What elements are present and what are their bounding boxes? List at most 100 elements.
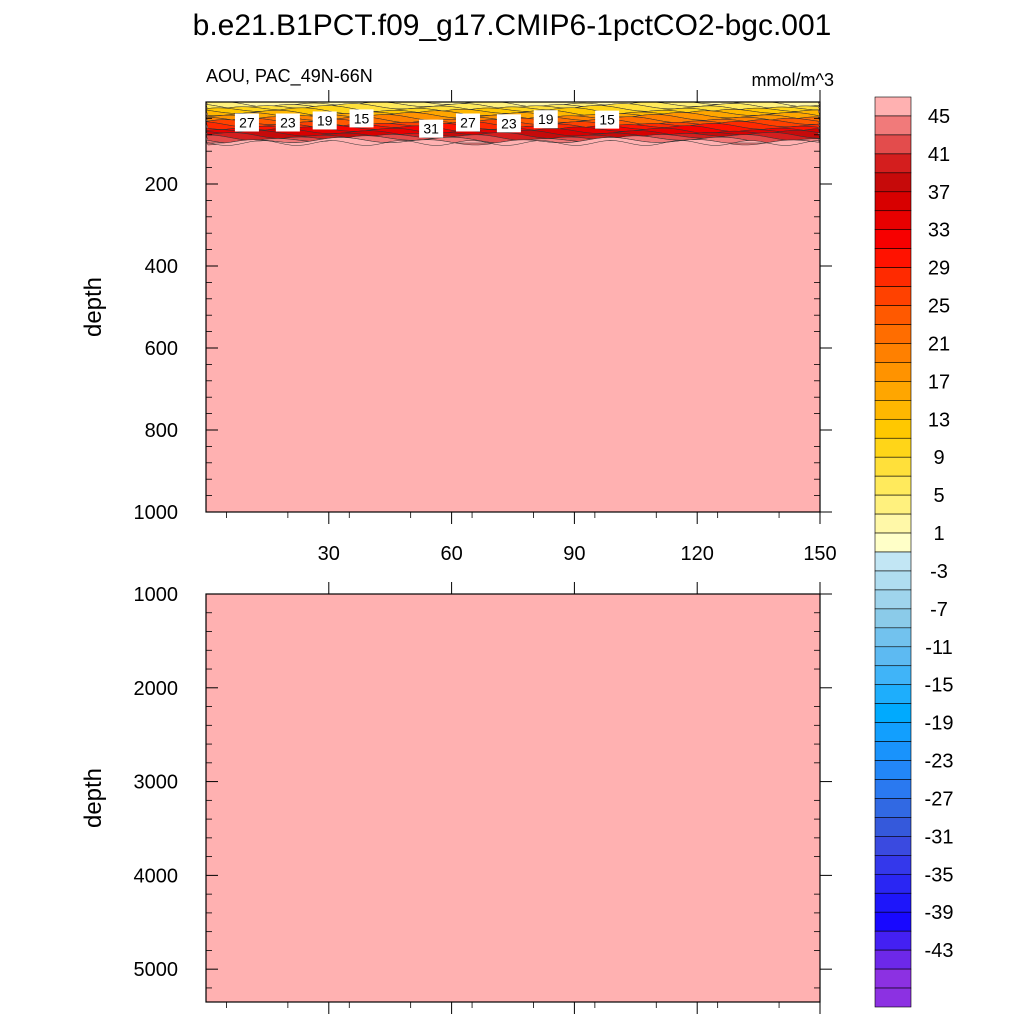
contour-label-box [496,114,521,133]
lower-y-tick-label: 3000 [134,772,179,794]
contour-label-box [533,110,558,129]
colorbar-swatch [874,608,912,629]
upper-x-tick-label: 30 [318,543,340,565]
colorbar-label: -23 [925,751,954,773]
colorbar-swatch [874,229,912,249]
colorbar-swatch [874,381,912,401]
contour-label-text: 19 [538,111,554,127]
colorbar-swatch [874,362,912,382]
colorbar-swatch [874,324,912,344]
colorbar-swatch [874,798,912,818]
colorbar-label: -27 [925,788,954,810]
upper-y-tick-label: 200 [145,174,178,196]
colorbar-swatch [874,96,912,117]
colorbar-label: 17 [928,371,950,393]
lower-y-axis: 1000 2000 3000 4000 5000 [134,584,832,989]
colorbar-label: 5 [933,485,944,507]
colorbar-swatch [874,286,912,306]
colorbar-label: -43 [925,940,954,962]
contour-label-box [349,109,374,128]
upper-y-tick-label: 1000 [134,502,179,524]
colorbar-swatch [874,873,912,894]
upper-x-tick-label: 120 [681,543,714,565]
upper-x-tick-label: 90 [563,543,585,565]
upper-x-tick-label: 150 [803,543,836,565]
colorbar-swatch [874,437,912,458]
colorbar-swatch [874,191,912,212]
upper-panel: AOU, PAC_49N-66N mmol/m^3 27 23 19 15 31 27 23… [80,66,837,565]
colorbar-swatch [874,855,912,875]
colorbar-label: 13 [928,409,950,431]
upper-y-axis-label: depth [80,277,107,337]
contour-label: 31 [419,119,444,138]
lower-y-tick-label: 4000 [134,865,179,887]
colorbar-swatch [874,134,912,155]
contour-label-text: 23 [501,115,517,131]
colorbar-swatch [874,570,912,591]
contour-label-box [275,113,300,132]
upper-panel-units: mmol/m^3 [752,70,834,90]
colorbar-swatch [874,551,912,572]
colorbar-swatch [874,665,912,686]
lower-panel: 1000 2000 3000 4000 5000 depth [80,582,832,1014]
colorbar-swatch [874,911,912,932]
contour-label: 27 [455,113,480,132]
colorbar-label: 9 [933,447,944,469]
lower-y-tick-label: 5000 [134,959,179,981]
colorbar-label: 21 [928,333,950,355]
contour-label-box [455,113,480,132]
colorbar-swatch [874,248,912,268]
colorbar-swatch [874,930,912,951]
lower-y-axis-label: depth [80,768,107,828]
colorbar-swatch [874,513,912,534]
colorbar-swatch [874,494,912,515]
upper-y-tick-label: 600 [145,338,178,360]
colorbar-swatch [874,949,912,970]
colorbar-swatch [874,153,912,174]
contour-label: 23 [496,114,521,133]
colorbar-swatch [874,892,912,913]
contour-label: 15 [595,110,620,129]
upper-panel-frame [205,101,821,513]
colorbar-swatch [874,343,912,363]
contour-label: 23 [275,113,300,132]
contour-label-text: 27 [239,115,255,131]
colorbar-label: -15 [925,675,954,697]
lower-y-tick-label: 1000 [134,584,179,606]
colorbar-label: 37 [928,182,950,204]
contour-label-box [595,110,620,129]
colorbar-swatch [874,418,912,439]
contour-label-box [419,119,444,138]
contour-label: 15 [349,109,374,128]
upper-y-tick-label: 800 [145,420,178,442]
colorbar-swatch [874,968,912,989]
contour-label: 19 [533,110,558,129]
contour-label: 27 [234,113,259,132]
colorbar-label: 1 [933,523,944,545]
colorbar-swatch [874,400,912,420]
contour-label: 19 [312,111,337,130]
colorbar-swatch [874,172,912,193]
lower-panel-frame [205,593,821,1003]
colorbar-swatch [874,210,912,231]
colorbar-swatch [874,741,912,761]
colorbar-swatch [874,267,912,287]
figure-title: b.e21.B1PCT.f09_g17.CMIP6-1pctCO2-bgc.00… [193,9,832,42]
colorbar-label: 29 [928,258,950,280]
upper-panel-deep-fill [206,102,820,512]
colorbar-swatch [874,987,912,1008]
contour-label-text: 27 [460,115,476,131]
upper-contour-labels: 27 23 19 15 31 27 23 19 15 [234,109,620,138]
colorbar-swatch [874,627,912,648]
colorbar-label: -39 [925,902,954,924]
colorbar-label: -7 [930,599,948,621]
contour-label-text: 15 [599,112,615,128]
colorbar-swatch [874,684,912,704]
colorbar-swatch [874,722,912,742]
upper-y-tick-label: 400 [145,256,178,278]
colorbar-label: -19 [925,713,954,735]
upper-panel-left-title: AOU, PAC_49N-66N [206,66,373,87]
colorbar-label: 41 [928,144,950,166]
colorbar-swatch [874,532,912,553]
